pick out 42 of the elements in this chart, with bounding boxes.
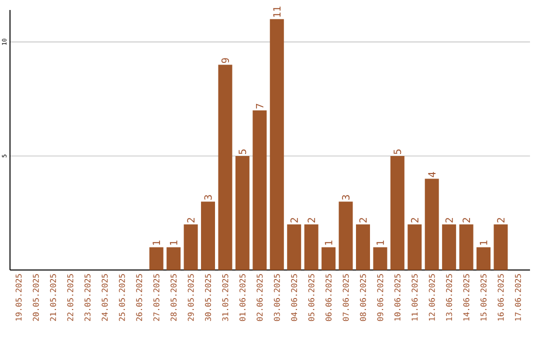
data-label: 2 (410, 218, 418, 222)
data-label: 9 (221, 58, 230, 63)
bar (338, 202, 353, 270)
data-label: 7 (256, 104, 264, 108)
bar (356, 224, 370, 270)
data-label: 1 (170, 240, 178, 245)
bar (494, 224, 508, 270)
bar (442, 224, 456, 270)
bar (201, 202, 216, 270)
data-label: 5 (394, 150, 402, 154)
data-label: 2 (497, 218, 504, 222)
data-label: 2 (308, 218, 316, 222)
data-label: 5 (238, 150, 246, 154)
bar (390, 156, 404, 270)
bar (184, 224, 198, 270)
data-label: 2 (187, 218, 194, 222)
data-label: 2 (359, 218, 367, 222)
data-label: 2 (445, 218, 453, 222)
bar (252, 110, 267, 270)
data-label: 2 (462, 218, 470, 222)
bar (476, 247, 491, 270)
data-label: 1 (376, 240, 384, 245)
bar (149, 247, 164, 270)
bar (270, 19, 284, 270)
bar (408, 224, 422, 270)
bar (304, 224, 318, 270)
data-label: 11 (273, 6, 281, 17)
data-label: 1 (324, 240, 332, 245)
data-label: 3 (342, 195, 350, 200)
bar (424, 178, 439, 270)
data-label: 1 (480, 240, 488, 245)
bar (287, 224, 302, 270)
bar (166, 247, 181, 270)
bar (373, 247, 388, 270)
bar (322, 247, 336, 270)
data-label: 1 (152, 240, 160, 245)
bar (459, 224, 474, 270)
bar (218, 64, 232, 270)
data-label: 4 (428, 172, 436, 178)
data-label: 3 (204, 195, 212, 200)
data-label: 2 (290, 218, 298, 222)
bar (235, 156, 250, 270)
